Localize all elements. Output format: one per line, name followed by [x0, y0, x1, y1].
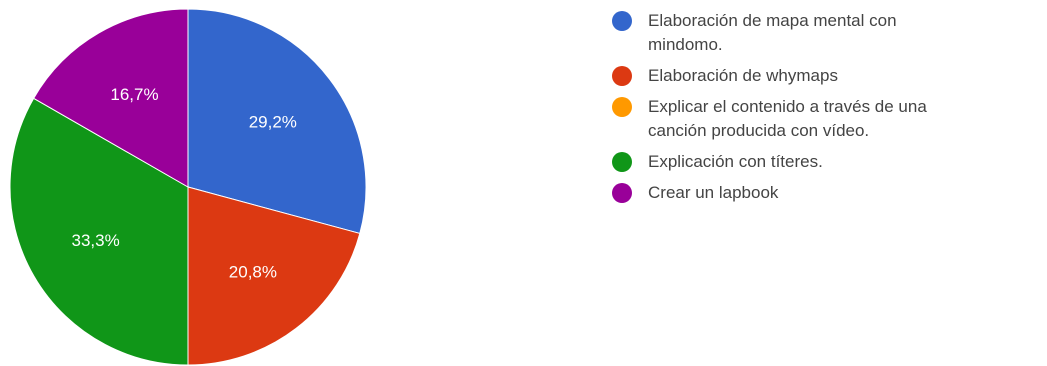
- legend-label-line: Explicación con títeres.: [648, 152, 823, 171]
- legend-item-3[interactable]: Explicar el contenido a través de una can…: [611, 95, 1041, 143]
- pie-slice-2[interactable]: [187, 186, 361, 366]
- pie-slice-label-2: 20,8%: [229, 262, 277, 281]
- pie-slice-4[interactable]: [9, 97, 189, 366]
- legend-swatch-icon: [612, 66, 632, 86]
- legend-label: Explicación con títeres.: [648, 152, 823, 171]
- legend-item-1[interactable]: Elaboración de mapa mental con mindomo.: [611, 9, 1041, 57]
- legend-label-line: mindomo.: [648, 35, 723, 54]
- legend-label-line: Elaboración de mapa mental con: [648, 11, 897, 30]
- legend-item-4[interactable]: Explicación con títeres.: [611, 150, 1041, 174]
- legend-item-2[interactable]: Elaboración de whymaps: [611, 64, 1041, 88]
- pie-slices: [9, 8, 367, 366]
- pie-slice-label-4: 33,3%: [71, 231, 119, 250]
- legend-label: Elaboración de whymaps: [648, 66, 838, 85]
- legend-label: Crear un lapbook: [648, 183, 778, 202]
- legend-swatch-icon: [612, 11, 632, 31]
- legend-item-5[interactable]: Crear un lapbook: [611, 181, 1041, 205]
- legend-swatch-icon: [612, 152, 632, 172]
- chart-legend: Elaboración de mapa mental con mindomo. El…: [611, 9, 1041, 212]
- legend-swatch-icon: [612, 97, 632, 117]
- legend-label: Elaboración de mapa mental con mindomo.: [648, 11, 897, 54]
- legend-label-line: Crear un lapbook: [648, 183, 779, 202]
- pie-slice-label-1: 29,2%: [249, 113, 297, 132]
- legend-label-line: canción producida con vídeo.: [648, 121, 870, 140]
- pie-slice-label-5: 16,7%: [110, 85, 158, 104]
- pie-slice-1[interactable]: [187, 8, 367, 235]
- pie-slice-labels: 29,2% 20,8% 33,3% 16,7%: [71, 85, 296, 281]
- legend-swatch-icon: [612, 183, 632, 203]
- pie-slice-5[interactable]: [32, 8, 189, 188]
- legend-label-line: Elaboración de whymaps: [648, 66, 838, 85]
- legend-label: Explicar el contenido a través de una can…: [648, 97, 927, 140]
- legend-label-line: Explicar el contenido a través de una: [648, 97, 927, 116]
